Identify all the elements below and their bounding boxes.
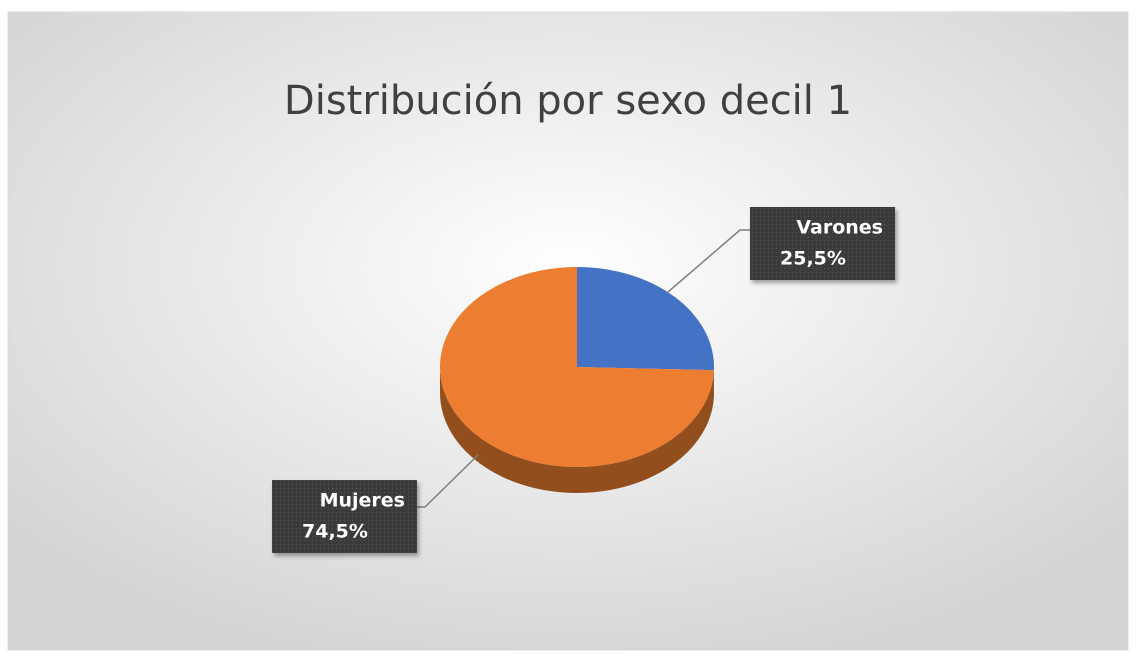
leader-line [667,229,750,293]
pie-side [440,367,714,493]
leader-line [417,454,479,508]
data-label-box [750,207,895,280]
value-label: 74,5% [302,521,368,543]
chart-title: Distribución por sexo decil 1 [284,78,852,124]
pie-slice [577,267,714,371]
value-label: 25,5% [780,248,846,270]
category-label: Varones [796,217,883,239]
pie-slice [439,267,714,467]
data-label-box [272,480,417,553]
pie [439,267,714,493]
category-label: Mujeres [320,490,405,512]
